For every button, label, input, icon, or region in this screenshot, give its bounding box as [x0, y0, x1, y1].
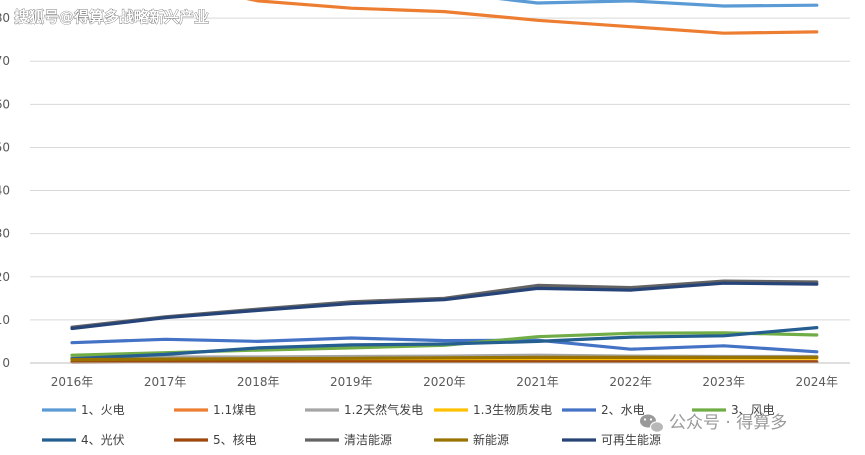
legend-item: 4、光伏	[42, 433, 125, 447]
legend-item: 1.3生物质发电	[434, 402, 552, 417]
legend-label: 2、水电	[601, 403, 645, 417]
y-tick-label: 20	[0, 270, 10, 284]
legend-label: 可再生能源	[601, 433, 661, 447]
legend-label: 3、风电	[731, 403, 775, 417]
legend-item: 新能源	[434, 432, 509, 447]
y-tick-label: 50	[0, 140, 10, 154]
y-tick-label: 60	[0, 97, 10, 111]
legend-label: 4、光伏	[81, 433, 125, 447]
legend-label: 1.1煤电	[213, 403, 256, 417]
wechat-icon	[640, 414, 664, 433]
y-tick-label: 0	[2, 356, 10, 370]
gridlines	[30, 17, 850, 321]
series-line-0	[497, 0, 819, 8]
legend-label: 新能源	[473, 432, 509, 447]
y-tick-label: 40	[0, 184, 10, 198]
legend-label: 1.3生物质发电	[473, 402, 552, 417]
x-tick-label: 2023年	[702, 375, 745, 389]
legend-item: 可再生能源	[562, 433, 661, 447]
legend-item: 1.2天然气发电	[305, 402, 423, 417]
series-line-9	[70, 355, 819, 362]
x-tick-label: 2022年	[609, 375, 652, 389]
legend-label: 5、核电	[213, 433, 257, 447]
x-tick-label: 2016年	[51, 375, 94, 389]
x-tick-label: 2020年	[423, 375, 466, 389]
legend-item: 1、火电	[42, 403, 125, 417]
y-tick-label: 30	[0, 227, 10, 241]
legend-label: 1、火电	[81, 403, 125, 417]
legend-item: 1.1煤电	[174, 403, 256, 417]
legend-label: 清洁能源	[344, 433, 392, 447]
y-tick-label: 70	[0, 54, 10, 68]
series-lines	[70, 0, 819, 364]
series-line-6	[70, 326, 819, 361]
x-tick-label: 2019年	[330, 375, 373, 389]
legend: 1、火电 1.1煤电 1.2天然气发电 1.3生物质发电 2、水电 3、风电 4、光伏 5、核…	[42, 402, 775, 447]
legend-label: 1.2天然气发电	[344, 402, 423, 417]
legend-item: 5、核电	[174, 433, 257, 447]
legend-item: 2、水电	[562, 403, 645, 417]
watermark: 公众号 · 得算多	[640, 413, 787, 433]
watermark-text: 公众号 · 得算多	[669, 413, 787, 433]
source-caption: 搜狐号@得算多战略新兴产业	[14, 8, 209, 26]
x-tick-label: 2018年	[237, 375, 280, 389]
legend-item: 清洁能源	[305, 433, 392, 447]
x-tick-label: 2024年	[796, 375, 839, 389]
y-tick-label: 10	[0, 313, 10, 327]
series-line-1	[246, 0, 819, 35]
x-tick-label: 2017年	[144, 375, 187, 389]
y-tick-label: 80	[0, 11, 10, 25]
series-line-4	[70, 336, 819, 354]
legend-item: 3、风电	[692, 403, 775, 417]
x-tick-label: 2021年	[516, 375, 559, 389]
series-line-10	[70, 281, 819, 331]
axes: 01020304050607080902016年2017年2018年2019年2…	[0, 11, 850, 389]
